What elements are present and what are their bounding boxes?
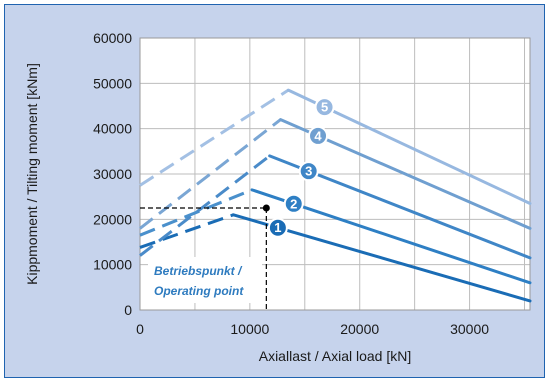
series-2-badge — [283, 193, 304, 214]
plot-border — [139, 37, 531, 311]
series-1-badge — [267, 217, 288, 238]
series-1-badge-label: 1 — [274, 220, 281, 235]
series-3-badge-label: 3 — [305, 164, 312, 179]
x-tick-label: 20000 — [340, 321, 379, 337]
y-tick-label: 30000 — [93, 166, 132, 182]
series-2-dashed-line — [139, 188, 253, 237]
operating-point-label-box — [148, 257, 262, 303]
tick-labels: 0 10000 20000 30000 40000 50000 60000 0 10000 200… — [93, 30, 489, 337]
y-tick-label: 20000 — [93, 211, 132, 227]
series-3-badge — [298, 161, 319, 182]
chart-svg: 12 3 4 5 Betriebspunkt / Operating point 0 10… — [24, 30, 532, 364]
operating-point-marker — [262, 204, 270, 212]
y-tick-label: 10000 — [93, 257, 132, 273]
y-axis-title: Kippmoment / Tilting moment [kNm] — [24, 63, 40, 285]
series-layer: 12 3 4 5 — [139, 88, 532, 303]
series-4-badge-label: 4 — [314, 128, 322, 143]
series-3-dashed-line — [139, 154, 271, 257]
operating-point-layer: Betriebspunkt / Operating point — [140, 204, 270, 310]
x-axis-title: Axiallast / Axial load [kN] — [259, 348, 412, 364]
operating-point-label-line1: Betriebspunkt / — [154, 264, 243, 278]
series-2-badge-label: 2 — [290, 196, 297, 211]
y-tick-label: 60000 — [93, 30, 132, 46]
series-4-dashed-line — [139, 118, 282, 230]
x-tick-label: 30000 — [450, 321, 489, 337]
y-tick-label: 40000 — [93, 121, 132, 137]
x-tick-label: 10000 — [230, 321, 269, 337]
operating-point-label-line2: Operating point — [154, 284, 244, 298]
series-5-badge — [314, 97, 335, 118]
series-5-dashed-line — [139, 88, 290, 187]
y-tick-label: 50000 — [93, 75, 132, 91]
series-1-dashed-line — [139, 213, 234, 249]
series-4-badge — [308, 125, 329, 146]
x-tick-label: 0 — [136, 321, 144, 337]
y-tick-label: 0 — [124, 302, 132, 318]
series-5-badge-label: 5 — [321, 100, 328, 115]
